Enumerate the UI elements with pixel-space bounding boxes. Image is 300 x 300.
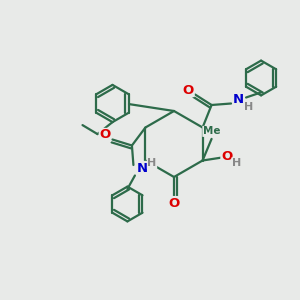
Text: N: N [233, 93, 244, 106]
Text: O: O [168, 196, 180, 210]
Text: H: H [147, 158, 157, 169]
Text: O: O [183, 83, 194, 97]
Text: H: H [244, 101, 254, 112]
Text: Me: Me [203, 126, 220, 136]
Text: N: N [137, 161, 148, 175]
Text: H: H [232, 158, 241, 168]
Text: O: O [99, 128, 110, 142]
Text: O: O [221, 149, 232, 163]
